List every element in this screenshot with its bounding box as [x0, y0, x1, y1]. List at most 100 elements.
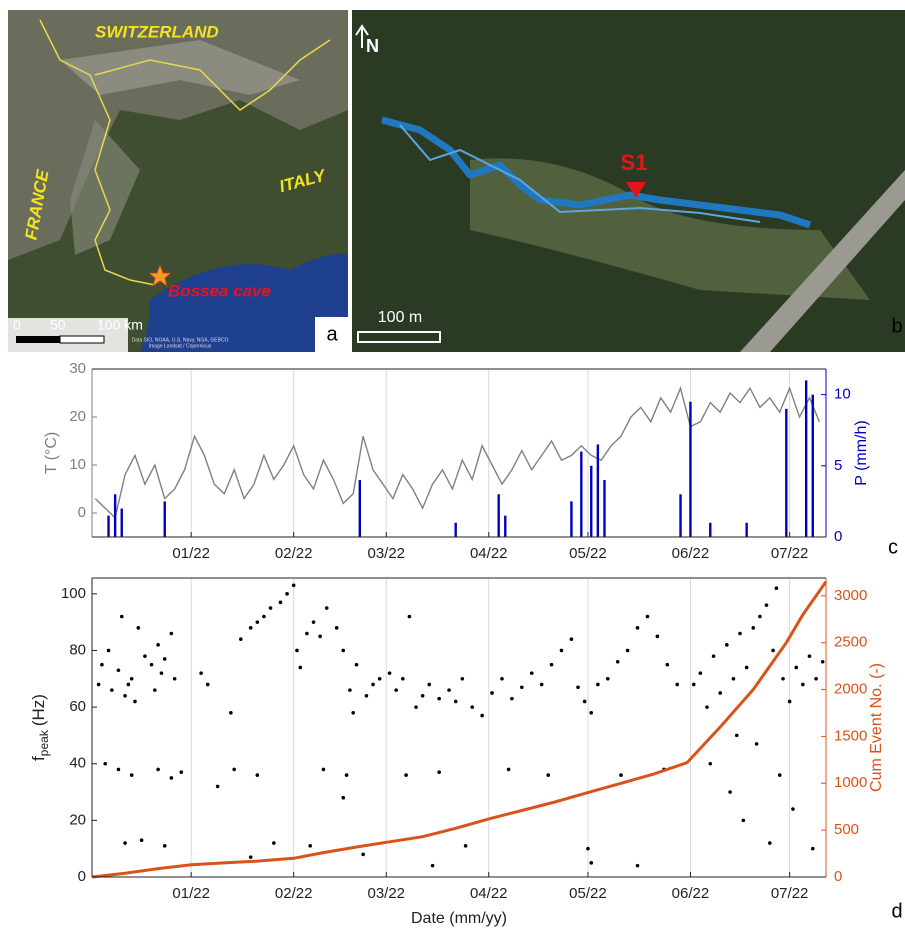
- scatter-point: [711, 654, 716, 658]
- scatter-point: [354, 662, 359, 667]
- attribution: Data SIO, NOAA, U.S. Navy, NGA, GEBCO: [132, 337, 229, 343]
- snow-relief: [60, 40, 300, 95]
- scatter-point: [133, 699, 137, 704]
- scatter-point: [156, 767, 160, 772]
- scatter-point: [169, 631, 174, 636]
- scatter-point: [371, 682, 375, 687]
- y2-tick-label: 2500: [834, 634, 867, 651]
- scatter-point: [298, 665, 303, 670]
- bar: [590, 465, 593, 537]
- scatter-point: [278, 600, 283, 605]
- scatter-point: [619, 773, 623, 777]
- scatter-point: [437, 696, 441, 701]
- cave-marker: [147, 263, 173, 287]
- bar: [596, 444, 600, 537]
- y-axis-label: T (°C): [43, 432, 60, 475]
- scatter-point: [106, 648, 111, 653]
- scatter-point: [100, 662, 104, 667]
- scatter-point: [447, 688, 451, 692]
- border: [94, 39, 331, 111]
- scatter-point: [394, 688, 398, 692]
- scatter-point: [430, 863, 435, 868]
- scatter-point: [199, 671, 203, 675]
- scatter-point: [791, 807, 795, 811]
- x-tick-label: 04/22: [470, 545, 508, 562]
- scatter-point: [248, 855, 253, 859]
- scatter-point: [787, 699, 792, 704]
- plot-area: [92, 369, 826, 537]
- north-label: N: [366, 36, 379, 56]
- y-tick-label: 20: [69, 408, 86, 425]
- y2-tick-label: 500: [834, 821, 859, 838]
- scatter-point: [725, 643, 729, 647]
- scale-label: 0: [13, 317, 21, 333]
- x-tick-label: 03/22: [367, 545, 405, 562]
- y2-tick-label: 10: [834, 386, 851, 403]
- cave-survey: [399, 124, 761, 223]
- scatter-point: [162, 844, 167, 848]
- bar: [804, 380, 808, 537]
- scatter-point: [341, 648, 346, 653]
- x-tick-label: 02/22: [275, 545, 313, 562]
- scatter-point: [96, 682, 101, 687]
- scatter-point: [139, 838, 144, 842]
- y-tick-label: 100: [61, 585, 86, 602]
- scale-bar: [357, 331, 441, 343]
- scatter-point: [705, 705, 709, 709]
- bar: [504, 515, 507, 537]
- panel-label: a: [326, 323, 338, 345]
- scatter-point: [248, 626, 253, 630]
- y-tick-label: 60: [69, 698, 86, 715]
- station-label: S1: [621, 150, 648, 175]
- y-axis-label-part: (Hz): [29, 694, 48, 726]
- scatter-point: [520, 685, 524, 690]
- scatter-point: [470, 705, 475, 709]
- x-axis-label: Date (mm/yy): [411, 910, 507, 927]
- scatter-point: [754, 742, 759, 746]
- scatter-point: [771, 648, 775, 653]
- scatter-point: [129, 676, 134, 681]
- scatter-point: [318, 634, 322, 639]
- clearing: [470, 158, 870, 300]
- scatter-point: [767, 841, 772, 845]
- scale-box: [8, 318, 128, 352]
- bar: [745, 522, 748, 537]
- y-tick-label: 20: [69, 811, 86, 828]
- scale-label: 100 m: [378, 309, 422, 326]
- scatter-point: [136, 626, 141, 630]
- scatter-point: [116, 668, 121, 673]
- scatter-point: [153, 688, 157, 692]
- y2-tick-label: 0: [834, 528, 842, 545]
- scatter-point: [777, 773, 782, 777]
- scatter-point: [605, 676, 610, 681]
- scatter-point: [741, 818, 746, 823]
- data-line: [91, 580, 828, 879]
- scatter-point: [404, 773, 408, 777]
- bar: [811, 394, 814, 537]
- x-tick-label: 01/22: [172, 885, 210, 902]
- scatter-point: [143, 654, 147, 658]
- scatter-point: [734, 733, 739, 738]
- scatter-point: [255, 773, 260, 777]
- x-tick-label: 05/22: [569, 545, 607, 562]
- scatter-point: [341, 795, 346, 800]
- scatter-point: [490, 691, 494, 695]
- y-tick-label: 40: [69, 755, 86, 772]
- y-axis-label-sub: peak: [37, 729, 51, 756]
- scatter-point: [116, 767, 121, 772]
- bar: [120, 508, 123, 537]
- x-tick-label: 02/22: [275, 885, 313, 902]
- scatter-point: [708, 761, 713, 766]
- scatter-point: [807, 654, 812, 658]
- scatter-point: [344, 773, 349, 777]
- scatter-point: [205, 682, 210, 687]
- bar: [785, 408, 788, 537]
- scatter-point: [400, 676, 405, 681]
- panel-label: d: [891, 900, 902, 922]
- scatter-point: [460, 676, 465, 681]
- north-arrow: [355, 24, 369, 48]
- bar: [454, 522, 457, 537]
- scatter-point: [559, 648, 564, 653]
- scatter-point: [510, 696, 514, 701]
- y2-axis-label: Cum Event No. (-): [868, 663, 885, 792]
